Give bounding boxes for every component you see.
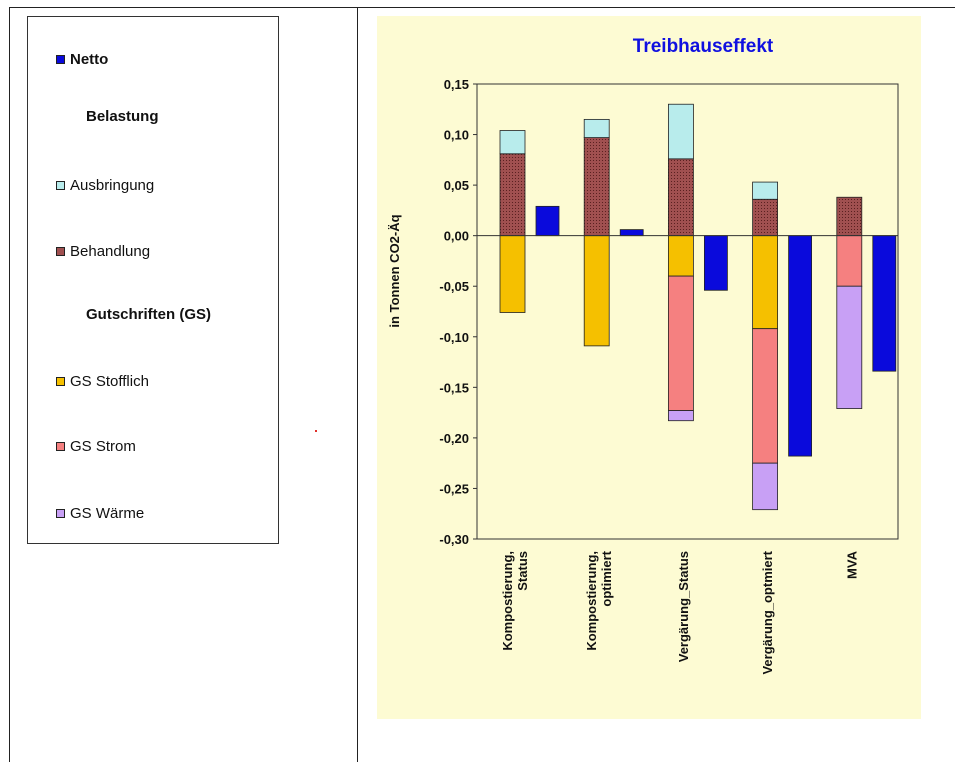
bar-netto-vergaerung-optmiert (788, 235, 813, 457)
y-axis-label: in Tonnen CO2-Äq (387, 214, 402, 327)
chart-title: Treibhauseffekt (633, 36, 774, 57)
legend-label-netto: Netto (70, 50, 109, 68)
stray-red-dot (315, 430, 317, 432)
x-category-label: optimiert (599, 550, 614, 606)
y-tick-label: 0,00 (444, 229, 469, 244)
x-category-label: Status (515, 551, 530, 591)
frame-left-border (9, 7, 10, 762)
legend-swatch-netto (56, 54, 65, 64)
legend-swatch-gs-strom (56, 441, 65, 451)
bar-behandlung-kompostierung-optimiert (583, 137, 610, 237)
bar-gs-waerme-vergaerung-status (667, 410, 694, 422)
legend-label-behandlung: Behandlung (70, 242, 151, 260)
bar-gs-waerme-vergaerung-optmiert (752, 462, 779, 511)
bar-ausbringung-vergaerung-optmiert (752, 181, 779, 200)
chart-svg: Treibhauseffekt in Tonnen CO2-Äq 0,15 0,1… (387, 36, 899, 675)
legend-swatch-behandlung (56, 246, 65, 256)
legend-swatch-gs-stofflich (56, 376, 65, 386)
bar-behandlung-mva (836, 196, 863, 237)
bar-ausbringung-kompostierung-status (499, 130, 526, 155)
legend-entry-gs-waerme: GS Wärme (56, 503, 144, 523)
bar-gs-strom-vergaerung-status (667, 275, 694, 411)
bar-gs-stofflich-vergaerung-status (667, 235, 694, 277)
legend-entry-gs-strom: GS Strom (56, 436, 136, 456)
bar-gs-waerme-mva (836, 285, 863, 409)
x-category-label: Vergärung_optmiert (760, 550, 775, 674)
plot-area-frame (476, 83, 899, 540)
legend-label-ausbringung: Ausbringung (70, 176, 155, 194)
bar-gs-strom-vergaerung-optmiert (752, 328, 779, 464)
x-category-label: MVA (844, 550, 859, 579)
frame-column-divider (357, 7, 358, 762)
legend-label-gs-waerme: GS Wärme (70, 504, 145, 522)
bar-gs-stofflich-kompostierung-optimiert (583, 235, 610, 347)
bar-behandlung-vergaerung-status (667, 158, 694, 237)
bar-gs-strom-mva (836, 235, 863, 287)
legend-swatch-gs-waerme (56, 508, 65, 518)
legend-label-gs-strom: GS Strom (70, 437, 136, 455)
y-tick-label: -0,20 (439, 431, 469, 446)
y-tick-label: -0,30 (439, 532, 469, 547)
bar-netto-kompostierung-optimiert (619, 229, 644, 237)
x-category-label: Vergärung_Status (676, 551, 691, 662)
legend-heading-gutschriften: Gutschriften (GS) (86, 306, 212, 323)
bar-netto-mva (872, 235, 897, 372)
bar-behandlung-kompostierung-status (499, 153, 526, 237)
frame-top-border (9, 7, 955, 8)
y-tick-label: 0,05 (444, 178, 469, 193)
y-tick-label: -0,05 (439, 279, 469, 294)
x-category-label: Kompostierung, (500, 551, 515, 651)
bar-netto-kompostierung-status (535, 205, 560, 237)
y-tick-label: -0,10 (439, 330, 469, 345)
y-tick-label: -0,15 (439, 380, 469, 395)
bar-gs-stofflich-kompostierung-status (499, 235, 526, 313)
y-tick-label: -0,25 (439, 481, 469, 496)
chart-panel: Treibhauseffekt in Tonnen CO2-Äq 0,15 0,1… (377, 16, 921, 719)
bar-ausbringung-vergaerung-status (667, 103, 694, 160)
x-category-label: Kompostierung, (584, 551, 599, 651)
y-tick-label: 0,10 (444, 128, 469, 143)
bar-ausbringung-kompostierung-optimiert (583, 118, 610, 138)
bar-gs-stofflich-vergaerung-optmiert (752, 235, 779, 330)
legend-entry-gs-stofflich: GS Stofflich (56, 371, 149, 391)
y-tick-label: 0,15 (444, 77, 469, 92)
legend-entry-netto: Netto (56, 49, 108, 69)
bar-netto-vergaerung-status (703, 235, 728, 291)
legend-entry-ausbringung: Ausbringung (56, 175, 154, 195)
chart-legend: Netto Belastung Ausbringung Behandlung G… (27, 16, 279, 544)
legend-entry-behandlung: Behandlung (56, 241, 150, 261)
legend-swatch-ausbringung (56, 180, 65, 190)
legend-label-gs-stofflich: GS Stofflich (70, 372, 149, 390)
bar-behandlung-vergaerung-optmiert (752, 198, 779, 237)
legend-heading-belastung: Belastung (86, 108, 159, 125)
